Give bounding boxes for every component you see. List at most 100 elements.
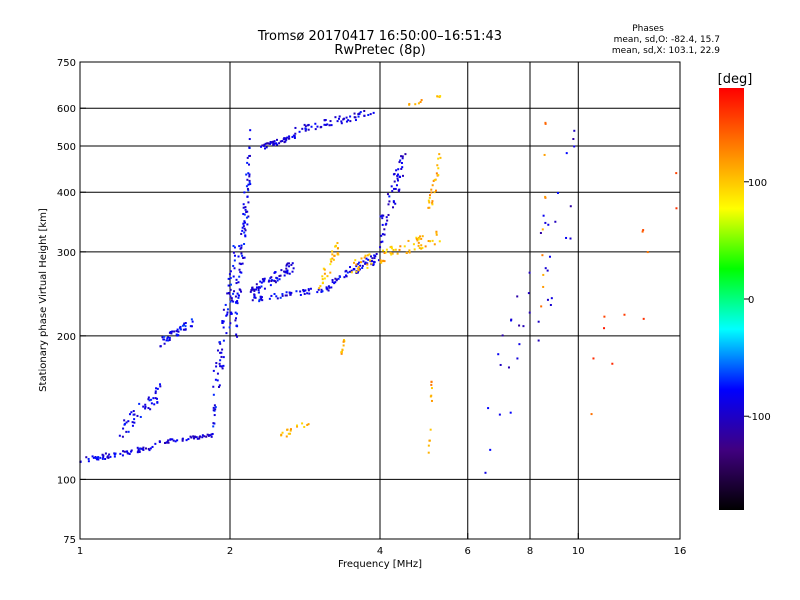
echo-point [159, 383, 162, 386]
echo-point [171, 438, 174, 441]
echo-point [289, 429, 292, 432]
echo-point [237, 294, 240, 297]
echo-point [338, 115, 341, 118]
echo-point [198, 436, 201, 439]
echo-point [245, 185, 248, 188]
echo-point [382, 249, 385, 252]
echo-point [291, 262, 294, 265]
echo-point [247, 201, 250, 204]
echo-point [427, 451, 430, 454]
echo-point [101, 457, 104, 460]
echo-point [291, 270, 294, 273]
echo-point [246, 187, 249, 190]
echo-point [244, 234, 247, 237]
stats-line-x: mean, sd,X: 103.1, 22.9 [612, 46, 720, 56]
echo-point [278, 275, 281, 278]
echo-point [349, 120, 352, 123]
echo-point [393, 180, 396, 183]
echo-point [201, 434, 204, 437]
echo-point [510, 318, 513, 321]
echo-point [203, 435, 206, 438]
colorbar [719, 88, 744, 510]
echo-point [371, 257, 374, 260]
echo-point [299, 293, 302, 296]
echo-point [222, 339, 225, 342]
echo-point [400, 167, 403, 170]
echo-point [142, 405, 145, 408]
echo-point [108, 453, 111, 456]
x-tick-label: 1 [77, 546, 83, 557]
echo-point [226, 313, 229, 316]
echo-point [212, 422, 215, 425]
echo-point [430, 394, 433, 397]
echo-point [184, 325, 187, 328]
echo-point [293, 135, 296, 138]
echo-point [132, 410, 135, 413]
echo-point [542, 285, 545, 288]
echo-point [350, 271, 353, 274]
echo-point [97, 456, 100, 459]
echo-point [215, 365, 218, 368]
echo-point [418, 247, 421, 250]
echo-point [170, 332, 173, 335]
echo-point [222, 326, 225, 329]
echo-point [340, 351, 343, 354]
echo-point [310, 125, 313, 128]
echo-point [328, 124, 331, 127]
echo-point [429, 240, 432, 243]
echo-point [165, 339, 168, 342]
echo-point [190, 436, 193, 439]
echo-point [139, 447, 142, 450]
echo-point [238, 245, 241, 248]
echo-point [141, 448, 144, 451]
echo-point [218, 341, 221, 344]
echo-point [319, 126, 322, 129]
echo-point [261, 299, 264, 302]
echo-point [421, 235, 424, 238]
echo-point [207, 434, 210, 437]
echo-point [329, 120, 332, 123]
echo-point [221, 348, 224, 351]
echo-point [303, 425, 306, 428]
echo-point [232, 264, 235, 267]
echo-point [413, 248, 416, 251]
echo-point [102, 454, 105, 457]
echo-point [320, 288, 323, 291]
echo-point [275, 138, 278, 141]
echo-point [546, 269, 549, 272]
echo-point [420, 244, 423, 247]
echo-point [353, 112, 356, 115]
echo-point [290, 263, 293, 266]
echo-point [168, 336, 171, 339]
echo-point [196, 437, 199, 440]
echo-point [377, 259, 380, 262]
echo-point [334, 245, 337, 248]
echo-point [233, 267, 236, 270]
echo-point [244, 221, 247, 224]
echo-point [260, 285, 263, 288]
echo-point [544, 122, 547, 125]
echo-point [229, 277, 232, 280]
echo-point [392, 187, 395, 190]
echo-point [358, 112, 361, 115]
echo-point [274, 271, 277, 274]
echo-point [303, 289, 306, 292]
echo-point [284, 294, 287, 297]
echo-point [235, 278, 238, 281]
echo-point [232, 244, 235, 247]
echo-point [220, 355, 223, 358]
echo-point [303, 123, 306, 126]
echo-point [590, 413, 593, 416]
echo-point [430, 191, 433, 194]
echo-point [248, 138, 251, 141]
echo-point [226, 308, 229, 311]
echo-point [544, 267, 547, 270]
echo-point [364, 261, 367, 264]
y-tick-label: 750 [57, 58, 76, 69]
echo-point [253, 289, 256, 292]
echo-point [527, 292, 530, 295]
echo-point [428, 201, 431, 204]
echo-point [247, 183, 250, 186]
echo-point [439, 95, 442, 98]
echo-point [271, 141, 274, 144]
